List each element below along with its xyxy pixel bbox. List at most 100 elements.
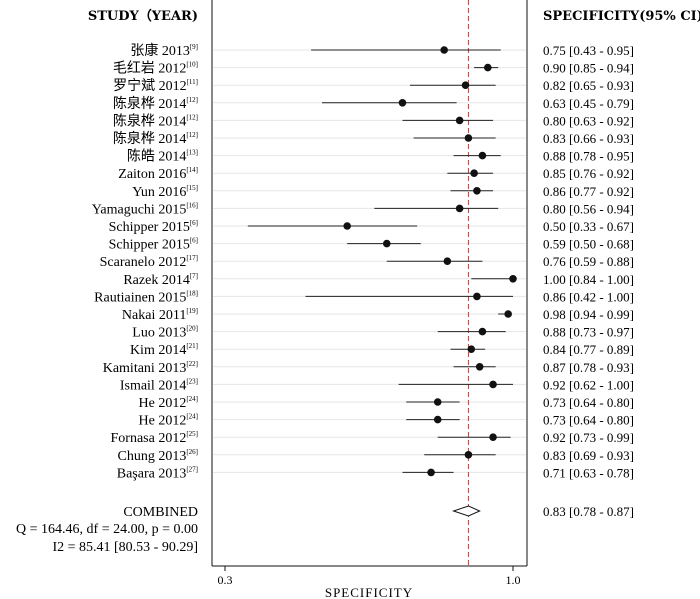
point-estimate	[455, 204, 464, 213]
study-label: 陈泉桦 2014[12]	[113, 112, 198, 129]
study-name: 陈皓 2014	[127, 148, 187, 165]
x-tick-label: 0.3	[218, 573, 233, 587]
point-estimate	[475, 363, 484, 371]
study-row: 毛红岩 2012[10] 0.90 [0.85 - 0.94]	[113, 61, 634, 77]
estimate-text: 0.98 [0.94 - 0.99]	[543, 307, 634, 322]
study-reference: [26]	[186, 448, 198, 456]
estimate-text: 1.00 [0.84 - 1.00]	[543, 272, 634, 287]
study-row: Zaiton 2016[14] 0.85 [0.76 - 0.92]	[118, 166, 634, 182]
estimate-text: 0.76 [0.59 - 0.88]	[543, 254, 634, 269]
study-row: Yamaguchi 2015[16] 0.80 [0.56 - 0.94]	[92, 201, 634, 217]
heterogeneity-stat: Q = 164.46, df = 24.00, p = 0.00	[16, 522, 198, 537]
study-label: Zaiton 2016[14]	[118, 166, 198, 182]
study-reference: [20]	[186, 325, 198, 333]
estimate-text: 0.90 [0.85 - 0.94]	[543, 61, 634, 76]
study-reference: [22]	[186, 360, 198, 368]
study-row: He 2012[24] 0.73 [0.64 - 0.80]	[139, 413, 635, 429]
estimate-text: 0.63 [0.45 - 0.79]	[543, 96, 634, 111]
point-estimate	[464, 451, 473, 459]
study-reference: [19]	[186, 307, 198, 315]
estimate-text: 0.86 [0.42 - 1.00]	[543, 289, 634, 304]
point-estimate	[478, 151, 487, 160]
point-estimate	[470, 169, 478, 177]
estimate-text: 0.75 [0.43 - 0.95]	[543, 43, 634, 58]
study-label: Başara 2013[27]	[117, 465, 198, 481]
estimate-text: 0.80 [0.56 - 0.94]	[543, 201, 634, 216]
estimate-text: 0.71 [0.63 - 0.78]	[543, 465, 634, 480]
study-label: 陈泉桦 2014[12]	[113, 95, 198, 112]
estimate-text: 0.73 [0.64 - 0.80]	[543, 413, 634, 428]
study-name: Razek 2014	[123, 273, 189, 288]
study-row: Schipper 2015[6] 0.59 [0.50 - 0.68]	[109, 237, 634, 253]
estimate-text: 0.86 [0.77 - 0.92]	[543, 184, 634, 199]
study-name: Scaranelo 2012	[100, 255, 187, 270]
study-reference: [23]	[186, 377, 198, 385]
estimate-text: 0.80 [0.63 - 0.92]	[543, 113, 634, 128]
study-label: 陈皓 2014[13]	[127, 148, 198, 165]
study-name: Yamaguchi 2015	[92, 202, 187, 217]
estimate-text: 0.59 [0.50 - 0.68]	[543, 237, 634, 252]
study-row: Ismail 2014[23] 0.92 [0.62 - 1.00]	[120, 377, 634, 393]
study-name: Nakai 2011	[122, 308, 186, 323]
study-reference: [27]	[186, 465, 198, 473]
study-reference: [6]	[190, 219, 198, 227]
heterogeneity-stat: I2 = 85.41 [80.53 - 90.29]	[52, 540, 198, 555]
study-row: 陈皓 2014[13] 0.88 [0.78 - 0.95]	[127, 148, 634, 165]
combined-row: COMBINED 0.83 [0.78 - 0.87] Q = 164.46, df…	[16, 504, 634, 555]
point-estimate	[489, 380, 497, 389]
estimate-text: 0.88 [0.78 - 0.95]	[543, 149, 634, 164]
study-reference: [11]	[187, 78, 198, 86]
combined-diamond	[451, 505, 481, 517]
study-label: Nakai 2011[19]	[122, 307, 198, 323]
study-label: Fornasa 2012[25]	[111, 430, 199, 446]
point-estimate	[489, 433, 497, 442]
point-estimate	[455, 116, 464, 125]
study-label: Kim 2014[21]	[130, 342, 198, 358]
study-reference: [16]	[186, 201, 198, 209]
estimate-text: 0.92 [0.62 - 1.00]	[543, 377, 634, 392]
study-row: Başara 2013[27] 0.71 [0.63 - 0.78]	[117, 465, 634, 481]
study-reference: [12]	[186, 131, 198, 139]
study-name: Kamitani 2013	[103, 361, 187, 376]
estimate-text: 0.92 [0.73 - 0.99]	[543, 430, 634, 445]
estimate-text: 0.87 [0.78 - 0.93]	[543, 360, 634, 375]
study-rows: 张康 2013[9] 0.75 [0.43 - 0.95] 毛红岩 2012[10]…	[92, 42, 634, 481]
study-name: 陈泉桦 2014	[113, 130, 187, 147]
point-estimate	[461, 81, 470, 89]
x-tick-label: 1.0	[506, 573, 521, 587]
point-estimate	[509, 275, 517, 283]
point-estimate	[478, 327, 487, 336]
study-reference: [18]	[186, 289, 198, 297]
point-estimate	[467, 345, 476, 354]
study-label: 张康 2013[9]	[130, 42, 198, 59]
study-row: He 2012[24] 0.73 [0.64 - 0.80]	[139, 395, 635, 411]
study-row: 张康 2013[9] 0.75 [0.43 - 0.95]	[130, 42, 634, 59]
study-name: 张康 2013	[130, 42, 190, 59]
study-label: Yun 2016[15]	[132, 184, 198, 200]
estimate-text: 0.88 [0.73 - 0.97]	[543, 325, 634, 340]
estimate-text: 0.82 [0.65 - 0.93]	[543, 78, 634, 93]
study-name: Luo 2013	[132, 326, 186, 341]
combined-label: COMBINED	[123, 505, 198, 520]
study-name: 陈泉桦 2014	[113, 112, 187, 129]
study-row: Nakai 2011[19] 0.98 [0.94 - 0.99]	[122, 307, 634, 323]
study-label: 毛红岩 2012[10]	[113, 61, 198, 77]
study-reference: [25]	[186, 430, 198, 438]
study-name: He 2012	[139, 414, 187, 429]
estimate-text: 0.84 [0.77 - 0.89]	[543, 342, 634, 357]
study-name: He 2012	[139, 396, 187, 411]
study-reference: [14]	[186, 166, 198, 174]
study-row: Scaranelo 2012[17] 0.76 [0.59 - 0.88]	[100, 254, 634, 270]
study-reference: [17]	[186, 254, 198, 262]
study-name: 陈泉桦 2014	[113, 95, 187, 112]
study-reference: [15]	[186, 184, 198, 192]
study-reference: [24]	[186, 395, 198, 403]
study-name: 罗宁斌 2012	[113, 77, 187, 94]
study-label: He 2012[24]	[139, 395, 199, 411]
estimate-text: 0.50 [0.33 - 0.67]	[543, 219, 634, 234]
study-reference: [13]	[186, 149, 198, 157]
study-label: Rautiainen 2015[18]	[94, 289, 198, 305]
study-reference: [12]	[186, 96, 198, 104]
study-label: Ismail 2014[23]	[120, 377, 198, 393]
